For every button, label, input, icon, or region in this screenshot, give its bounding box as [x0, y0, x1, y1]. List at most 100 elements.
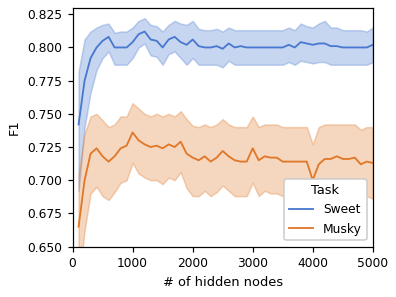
Musky	[232, 159, 237, 162]
Sweet	[172, 35, 177, 39]
Musky	[280, 160, 285, 163]
Sweet	[244, 46, 249, 49]
Sweet	[305, 42, 309, 45]
Sweet	[341, 46, 345, 49]
Musky	[341, 157, 345, 161]
Musky	[214, 156, 219, 159]
Musky	[316, 162, 321, 166]
Sweet	[286, 43, 291, 47]
Sweet	[76, 123, 81, 126]
Musky	[286, 160, 291, 163]
Sweet	[190, 38, 195, 41]
Sweet	[274, 46, 279, 49]
Sweet	[160, 46, 165, 49]
Musky	[364, 160, 369, 163]
Musky	[178, 140, 183, 143]
Sweet	[208, 46, 213, 49]
Sweet	[358, 46, 363, 49]
Musky	[238, 160, 243, 163]
Musky	[370, 161, 375, 165]
Sweet	[124, 46, 129, 49]
Sweet	[118, 46, 123, 49]
X-axis label: # of hidden nodes: # of hidden nodes	[163, 277, 283, 289]
Musky	[88, 152, 93, 155]
Musky	[250, 146, 255, 150]
Legend: Sweet, Musky: Sweet, Musky	[284, 179, 367, 241]
Musky	[268, 156, 273, 159]
Musky	[328, 157, 333, 161]
Sweet	[106, 35, 111, 39]
Sweet	[316, 42, 321, 45]
Musky	[202, 154, 207, 158]
Sweet	[136, 32, 141, 36]
Sweet	[214, 44, 219, 48]
Musky	[346, 157, 351, 161]
Musky	[292, 160, 297, 163]
Sweet	[298, 40, 303, 44]
Musky	[112, 154, 117, 158]
Musky	[160, 146, 165, 150]
Sweet	[322, 42, 327, 45]
Sweet	[148, 38, 153, 41]
Sweet	[370, 43, 375, 47]
Musky	[305, 160, 309, 163]
Musky	[130, 131, 135, 134]
Sweet	[346, 46, 351, 49]
Musky	[220, 149, 225, 153]
Sweet	[142, 30, 147, 33]
Sweet	[232, 46, 237, 49]
Sweet	[166, 38, 171, 41]
Musky	[190, 156, 195, 159]
Musky	[310, 178, 315, 182]
Musky	[184, 152, 189, 155]
Musky	[94, 146, 99, 150]
Sweet	[202, 46, 207, 49]
Sweet	[220, 47, 225, 50]
Sweet	[238, 44, 243, 48]
Sweet	[112, 46, 117, 49]
Sweet	[364, 46, 369, 49]
Musky	[226, 154, 231, 158]
Musky	[358, 162, 363, 166]
Sweet	[262, 46, 267, 49]
Musky	[274, 156, 279, 159]
Sweet	[328, 44, 333, 48]
Musky	[106, 160, 111, 163]
Musky	[256, 159, 261, 162]
Sweet	[88, 56, 93, 60]
Musky	[76, 225, 81, 228]
Musky	[124, 144, 129, 148]
Sweet	[334, 44, 339, 48]
Sweet	[292, 46, 297, 49]
Line: Sweet: Sweet	[78, 31, 373, 124]
Sweet	[154, 39, 159, 42]
Musky	[118, 146, 123, 150]
Sweet	[178, 40, 183, 44]
Sweet	[100, 39, 105, 42]
Musky	[352, 156, 357, 159]
Musky	[334, 154, 339, 158]
Musky	[136, 139, 141, 142]
Line: Musky: Musky	[78, 132, 373, 227]
Sweet	[280, 46, 285, 49]
Sweet	[250, 46, 255, 49]
Sweet	[268, 46, 273, 49]
Musky	[172, 145, 177, 149]
Musky	[262, 154, 267, 158]
Musky	[82, 178, 87, 182]
Sweet	[310, 43, 315, 47]
Musky	[100, 154, 105, 158]
Sweet	[256, 46, 261, 49]
Musky	[322, 157, 327, 161]
Musky	[244, 160, 249, 163]
Musky	[154, 144, 159, 148]
Musky	[298, 160, 303, 163]
Sweet	[184, 43, 189, 47]
Sweet	[196, 44, 201, 48]
Musky	[196, 159, 201, 162]
Musky	[166, 143, 171, 146]
Sweet	[82, 79, 87, 83]
Musky	[148, 145, 153, 149]
Sweet	[130, 40, 135, 44]
Sweet	[94, 46, 99, 49]
